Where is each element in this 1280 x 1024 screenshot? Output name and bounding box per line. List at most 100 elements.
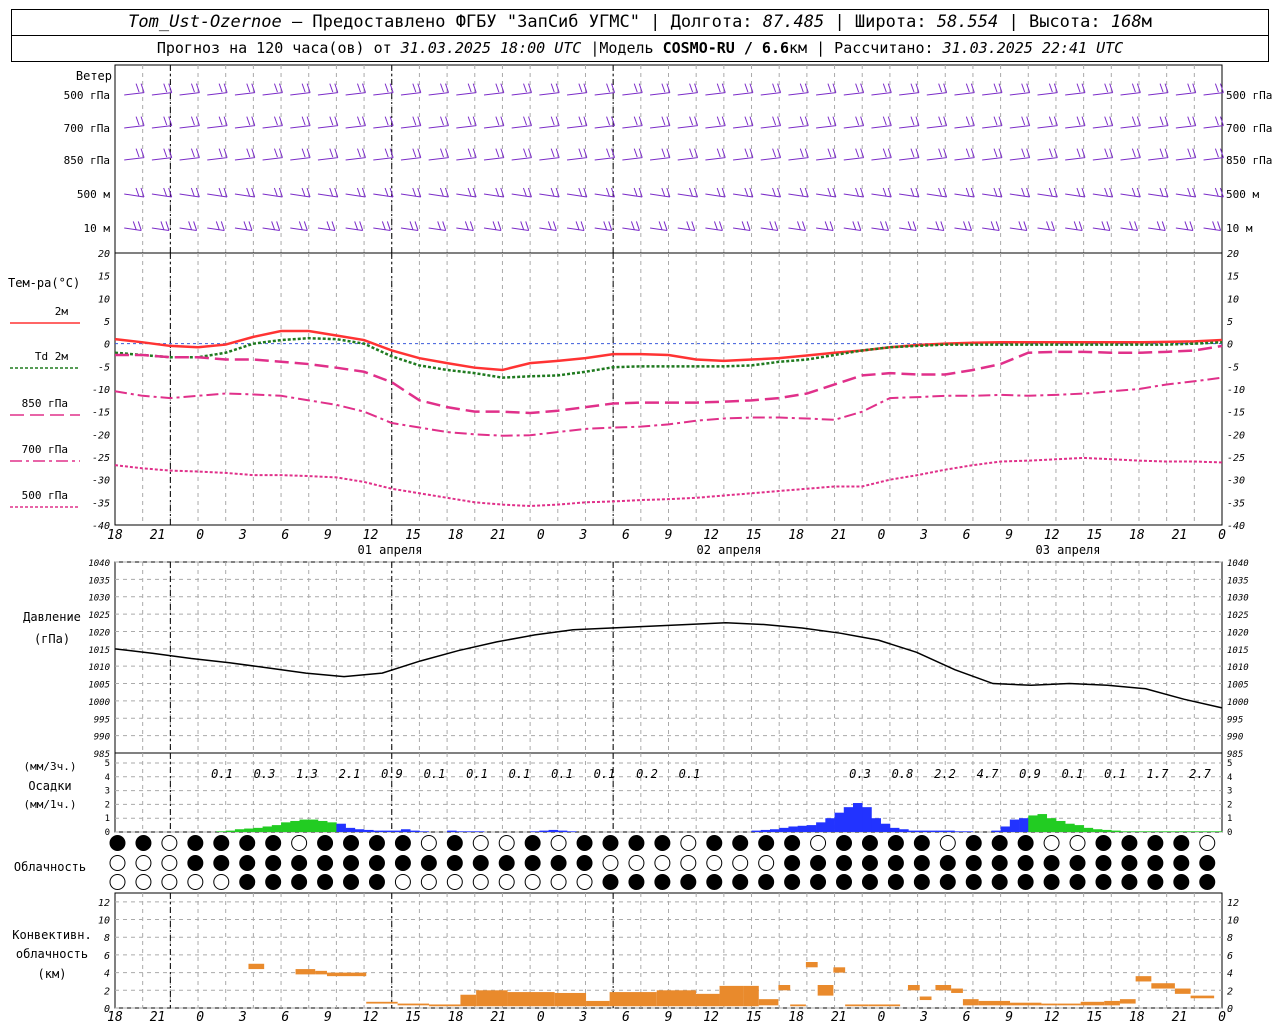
cloud-cover-circle — [213, 835, 230, 851]
wind-barb-flag — [1081, 148, 1086, 158]
wind-barb-flag — [718, 221, 723, 231]
wind-barb-flag — [472, 116, 477, 126]
precip-bar — [1102, 829, 1112, 832]
hour-tick-label: 18 — [1129, 1010, 1145, 1024]
wind-barb — [1120, 193, 1141, 198]
hour-tick-label: 15 — [746, 528, 762, 543]
pressure-ytick-left: 1000 — [88, 698, 110, 708]
cloud-cover-circle — [394, 835, 411, 851]
wind-barb — [622, 193, 643, 198]
wind-barb-flag — [777, 83, 782, 93]
wind-barb-flag — [412, 187, 417, 197]
precip-3h-total: 0.3 — [254, 767, 276, 781]
conv-cloud-bar — [907, 985, 920, 991]
wind-barb — [345, 227, 363, 231]
conv-cloud-bar — [1135, 976, 1152, 982]
wind-barb-flag — [578, 148, 583, 158]
wind-barb-flag — [528, 83, 533, 93]
conv-ytick-left: 0 — [104, 1004, 110, 1015]
wind-barb-flag — [190, 116, 195, 126]
temp-ytick-right: 5 — [1227, 317, 1233, 328]
precip-bar — [917, 830, 928, 832]
wind-barb — [677, 125, 698, 129]
wind-barb-flag — [525, 221, 530, 231]
wind-barb-flag — [442, 221, 447, 231]
wind-barb-flag — [412, 83, 417, 93]
wind-barb-flag — [666, 116, 671, 126]
wind-barb — [179, 125, 200, 129]
cloud-cover-circle — [576, 855, 593, 871]
wind-barb — [982, 227, 1000, 231]
wind-barb-flag — [1164, 83, 1169, 93]
precip-3h-total: 0.1 — [1062, 767, 1084, 781]
wind-barb-flag — [1192, 116, 1197, 126]
cloud-cover-circle — [628, 874, 645, 890]
wind-barb-flag — [384, 148, 389, 158]
wind-barb-flag — [195, 187, 200, 198]
conv-title: Конвективн. — [12, 928, 91, 942]
wind-barb-flag — [772, 187, 776, 197]
wind-barb-flag — [1136, 83, 1141, 93]
wind-barb-flag — [943, 83, 948, 93]
wind-barb — [566, 125, 587, 129]
wind-barb-flag — [1021, 116, 1026, 126]
cloud-cover-circle — [913, 874, 930, 890]
wind-barb-flag — [882, 148, 887, 158]
wind-barb-flag — [661, 148, 666, 158]
day-label: 02 апреля — [696, 543, 761, 557]
wind-barb — [705, 92, 726, 96]
wind-barb-flag — [638, 187, 643, 198]
precip-bar — [1074, 825, 1084, 832]
wind-barb — [566, 157, 587, 161]
wind-barb-flag — [611, 148, 616, 158]
wind-barb-flag — [168, 148, 173, 158]
conv-cloud-bar — [507, 992, 555, 1007]
wind-barb — [511, 125, 532, 129]
wind-barb-flag — [661, 187, 666, 197]
cloud-cover-circle — [550, 874, 567, 890]
wind-barb-flag — [1048, 83, 1053, 93]
pressure-ytick-right: 1020 — [1227, 628, 1249, 638]
wind-barb-flag — [1219, 187, 1224, 198]
wind-barb-flag — [661, 116, 666, 126]
cloud-cover-circle — [758, 855, 775, 871]
wind-barb-flag — [852, 221, 857, 231]
wind-barb-flag — [271, 221, 276, 231]
conv-cloud-bar — [1041, 1003, 1058, 1006]
wind-barb-flag — [1131, 187, 1136, 197]
precip-bar — [1138, 831, 1149, 832]
wind-barb-flag — [444, 187, 449, 198]
precip-bar — [539, 830, 549, 832]
wind-barb — [622, 92, 643, 96]
conv-cloud-bar — [962, 999, 979, 1006]
wind-barb-flag — [1053, 116, 1058, 126]
conv-cloud-bar — [586, 1000, 610, 1007]
wind-barb-flag — [1023, 221, 1028, 231]
wind-barb — [733, 157, 753, 161]
cloud-cover-circle — [161, 835, 178, 851]
wind-barb-flag — [276, 221, 281, 231]
precip-ytick-right: 1 — [1227, 814, 1232, 824]
wind-barb-flag — [218, 116, 223, 126]
conv-cloud-bar — [868, 1004, 901, 1007]
precip-unit-1h: (мм/1ч.) — [24, 798, 77, 811]
temp-ytick-right: -35 — [1227, 498, 1245, 509]
wind-barb — [207, 227, 225, 231]
hour-tick-label: 0 — [196, 528, 204, 543]
temp-legend-label: 2м — [55, 305, 69, 318]
conv-ytick-left: 6 — [104, 951, 110, 962]
pressure-ytick-right: 1035 — [1227, 576, 1249, 586]
wind-barb-flag — [550, 148, 555, 158]
wind-barb-flag — [329, 148, 334, 158]
precip-bar — [880, 823, 891, 832]
cloud-cover-circle — [135, 855, 152, 871]
wind-barb — [290, 157, 311, 161]
precip-3h-total: 0.3 — [849, 767, 871, 781]
wind-barb-flag — [168, 116, 173, 126]
wind-barb-flag — [384, 187, 389, 197]
wind-barb-flag — [246, 83, 251, 93]
cloud-cover-circle — [213, 874, 230, 890]
pressure-ytick-right: 1010 — [1227, 663, 1249, 673]
precip-bar — [945, 830, 955, 832]
conv-cloud-bar — [1151, 983, 1175, 989]
